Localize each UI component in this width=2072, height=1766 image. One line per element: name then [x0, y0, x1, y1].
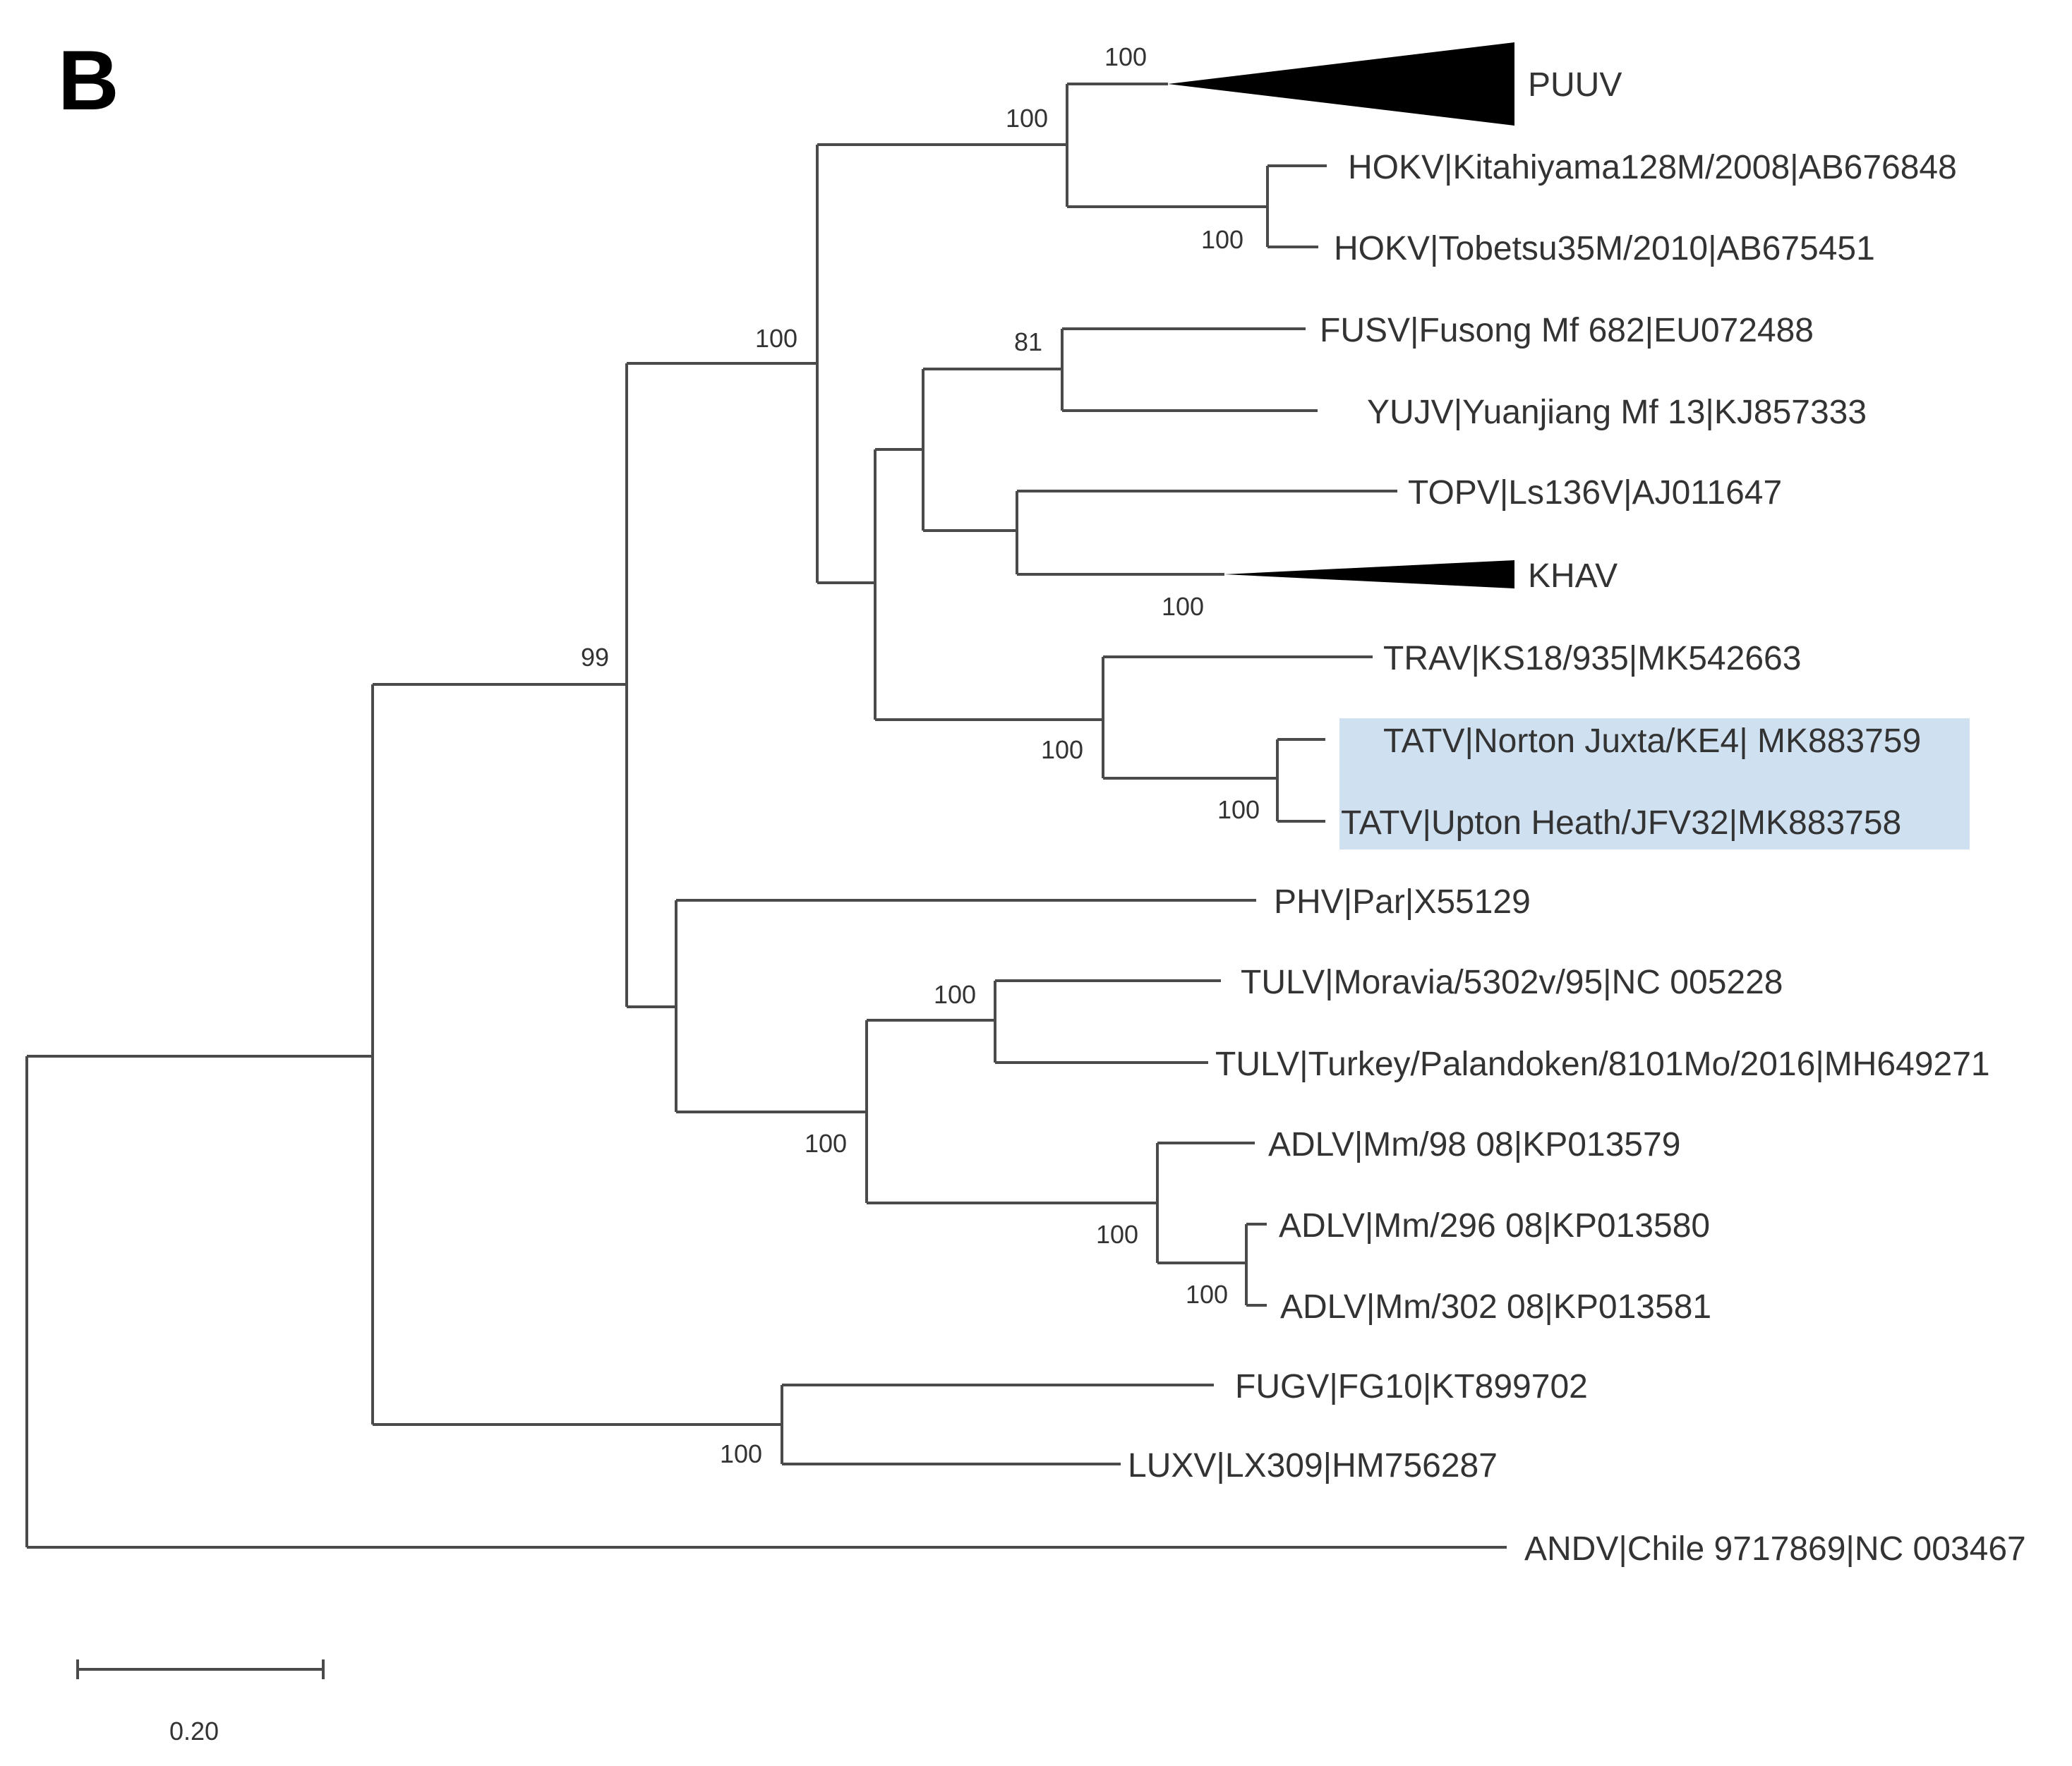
leaf-label-fugv: FUGV|FG10|KT899702 [1235, 1368, 1588, 1405]
scale-bar-line [76, 1659, 325, 1679]
leaf-label-topv: TOPV|Ls136V|AJ011647 [1408, 474, 1782, 512]
bootstrap-labels: 100 100 100 100 81 100 99 100 100 100 10… [581, 42, 1260, 1468]
branch-hokv [1266, 164, 1327, 248]
branch-adlv-pair [1245, 1223, 1267, 1307]
branch-topv-khav [1016, 490, 1397, 576]
branch-middle [874, 448, 1103, 721]
branch-lower [675, 899, 1256, 1113]
bootstrap-tulv-adlv: 100 [805, 1129, 847, 1158]
branch-root [25, 1055, 1507, 1549]
bootstrap-tatv: 100 [1217, 795, 1260, 824]
leaf-label-adlv-296: ADLV|Mm/296 08|KP013580 [1279, 1207, 1710, 1245]
branch-ingroup [371, 683, 782, 1426]
leaf-labels: PUUV HOKV|Kitahiyama128M/2008|AB676848 H… [1128, 66, 2026, 1568]
branch-fugv-luxv [781, 1384, 1214, 1465]
branch-trav-tatv [1102, 655, 1373, 780]
leaf-label-adlv-302: ADLV|Mm/302 08|KP013581 [1280, 1288, 1711, 1326]
branch-fusv-yujv [1061, 327, 1318, 412]
bootstrap-fugv-luxv: 100 [720, 1439, 762, 1468]
bootstrap-tulv: 100 [934, 980, 976, 1009]
leaf-label-trav: TRAV|KS18/935|MK542663 [1383, 640, 1801, 677]
bootstrap-khav-clade: 100 [1162, 592, 1204, 621]
khav-collapsed-clade [1224, 560, 1514, 588]
leaf-label-puuv: PUUV [1528, 66, 1622, 104]
bootstrap-ingroup: 99 [581, 643, 609, 672]
leaf-label-adlv-98: ADLV|Mm/98 08|KP013579 [1268, 1126, 1680, 1163]
leaf-label-tulv-turkey: TULV|Turkey/Palandoken/8101Mo/2016|MH649… [1215, 1046, 1990, 1083]
leaf-label-hokv-kitahiyama: HOKV|Kitahiyama128M/2008|AB676848 [1348, 149, 1957, 186]
leaf-label-luxv: LUXV|LX309|HM756287 [1128, 1447, 1498, 1484]
branch-puuv-hokv [1066, 83, 1267, 208]
branch-adlv-all [1156, 1142, 1255, 1264]
leaf-label-fusv: FUSV|Fusong Mf 682|EU072488 [1320, 312, 1814, 349]
leaf-label-tatv-norton: TATV|Norton Juxta/KE4| MK883759 [1383, 722, 1921, 760]
leaf-label-yujv: YUJV|Yuanjiang Mf 13|KJ857333 [1367, 394, 1867, 431]
bootstrap-adlv-all: 100 [1096, 1220, 1138, 1249]
leaf-label-andv: ANDV|Chile 9717869|NC 003467 [1524, 1530, 2026, 1568]
bootstrap-puuv-clade: 100 [1104, 42, 1147, 71]
leaf-label-hokv-tobetsu: HOKV|Tobetsu35M/2010|AB675451 [1334, 230, 1875, 267]
branch-tulv [994, 979, 1221, 1064]
scale-bar-label: 0.20 [169, 1717, 219, 1746]
branch-puuv-group [816, 143, 1067, 584]
branch-fusv-topv [922, 368, 1062, 532]
leaf-label-tatv-upton: TATV|Upton Heath/JFV32|MK883758 [1341, 804, 1901, 842]
bootstrap-hokv: 100 [1201, 225, 1243, 254]
scale-bar: 0.20 [76, 1659, 325, 1746]
leaf-label-tulv-moravia: TULV|Moravia/5302v/95|NC 005228 [1241, 964, 1783, 1001]
bootstrap-trav-tatv: 100 [1041, 735, 1083, 764]
branch-tatv [1276, 738, 1325, 823]
branch-upper [625, 362, 817, 1008]
bootstrap-adlv-pair: 100 [1186, 1280, 1228, 1309]
leaf-label-khav: KHAV [1528, 557, 1618, 595]
tatv-highlight-box [1339, 718, 1970, 849]
tree-branches [25, 83, 1507, 1549]
branch-tulv-adlv [865, 1019, 1157, 1204]
panel-label: B [58, 33, 119, 128]
bootstrap-puuv-group: 100 [755, 324, 797, 353]
bootstrap-fusv-yujv: 81 [1014, 327, 1042, 356]
bootstrap-puuv-hokv: 100 [1006, 104, 1048, 133]
puuv-collapsed-clade [1168, 42, 1514, 126]
leaf-label-phv: PHV|Par|X55129 [1274, 883, 1531, 921]
